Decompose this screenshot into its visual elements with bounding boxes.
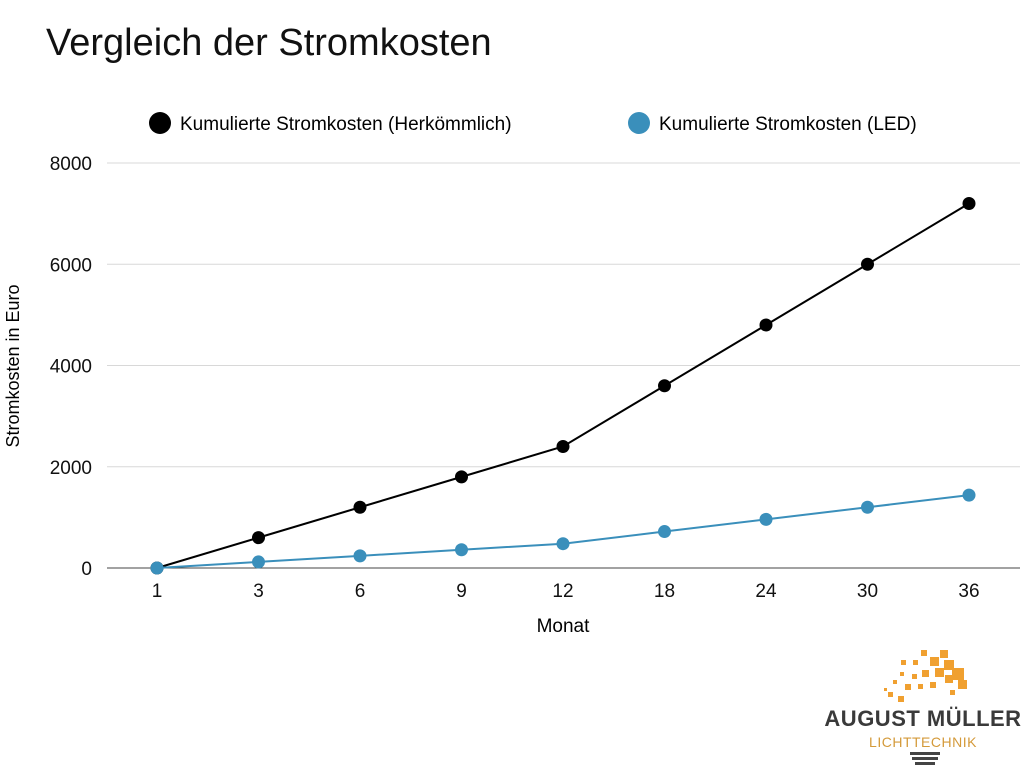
logo-square bbox=[935, 668, 944, 677]
series-0 bbox=[150, 197, 976, 575]
logo-icon bbox=[884, 650, 967, 702]
x-tick-label: 30 bbox=[857, 581, 878, 602]
x-tick-label: 3 bbox=[253, 581, 264, 602]
logo-square bbox=[950, 690, 955, 695]
data-point bbox=[455, 470, 468, 484]
y-tick-label: 4000 bbox=[50, 357, 92, 378]
data-point bbox=[658, 525, 671, 539]
logo-square bbox=[922, 670, 929, 677]
logo-square bbox=[901, 660, 906, 665]
y-axis-label: Stromkosten in Euro bbox=[3, 284, 23, 447]
x-tick-label: 9 bbox=[456, 581, 467, 602]
data-point bbox=[861, 257, 874, 271]
series-1 bbox=[150, 488, 976, 575]
y-tick-label: 8000 bbox=[50, 154, 92, 175]
x-tick-label: 6 bbox=[355, 581, 366, 602]
x-axis-label: Monat bbox=[537, 616, 591, 637]
logo-square bbox=[921, 650, 927, 656]
logo-name: AUGUST MÜLLER bbox=[824, 706, 1022, 731]
legend-label: Kumulierte Stromkosten (LED) bbox=[659, 114, 917, 135]
data-point bbox=[353, 549, 367, 563]
logo-square bbox=[900, 672, 904, 676]
y-tick-label: 6000 bbox=[50, 255, 92, 276]
x-tick-label: 12 bbox=[552, 581, 573, 602]
chart-title: Vergleich der Stromkosten bbox=[46, 22, 492, 64]
logo-square bbox=[918, 684, 923, 689]
data-point bbox=[759, 512, 773, 526]
y-tick-label: 2000 bbox=[50, 458, 92, 479]
logo-square bbox=[930, 657, 939, 666]
data-point bbox=[962, 488, 976, 502]
data-point bbox=[861, 500, 874, 514]
logo-square bbox=[944, 660, 954, 670]
data-point bbox=[556, 537, 570, 551]
logo-bar bbox=[912, 757, 938, 760]
data-point bbox=[252, 531, 265, 545]
logo-square bbox=[930, 682, 936, 688]
data-point bbox=[455, 543, 468, 557]
legend-marker bbox=[149, 112, 171, 134]
x-tick-label: 36 bbox=[958, 581, 979, 602]
logo-square bbox=[898, 696, 904, 702]
logo-square bbox=[888, 692, 893, 697]
legend-label: Kumulierte Stromkosten (Herkömmlich) bbox=[180, 114, 512, 135]
data-point bbox=[353, 500, 367, 514]
logo-square bbox=[945, 675, 953, 683]
logo-square bbox=[940, 650, 948, 658]
data-point bbox=[759, 318, 773, 332]
x-tick-label: 18 bbox=[654, 581, 675, 602]
y-tick-label: 0 bbox=[81, 559, 92, 580]
data-point bbox=[150, 561, 164, 575]
logo-square bbox=[912, 674, 917, 679]
series-line bbox=[156, 202, 970, 569]
data-point bbox=[556, 440, 570, 453]
logo-square bbox=[913, 660, 918, 665]
data-point bbox=[962, 197, 976, 210]
data-point bbox=[252, 555, 265, 569]
data-point bbox=[658, 379, 671, 393]
logo-bulb-base-icon bbox=[910, 752, 940, 765]
logo-square bbox=[952, 668, 964, 680]
logo-bar bbox=[915, 762, 935, 765]
logo-square bbox=[893, 680, 897, 684]
legend-marker bbox=[628, 112, 650, 134]
logo-square bbox=[884, 688, 887, 691]
logo-square bbox=[905, 684, 911, 690]
logo-subtitle: LICHTTECHNIK bbox=[869, 734, 977, 750]
logo-square bbox=[958, 680, 967, 689]
x-tick-label: 1 bbox=[152, 581, 163, 602]
logo-bar bbox=[910, 752, 940, 755]
x-tick-label: 24 bbox=[755, 581, 777, 602]
